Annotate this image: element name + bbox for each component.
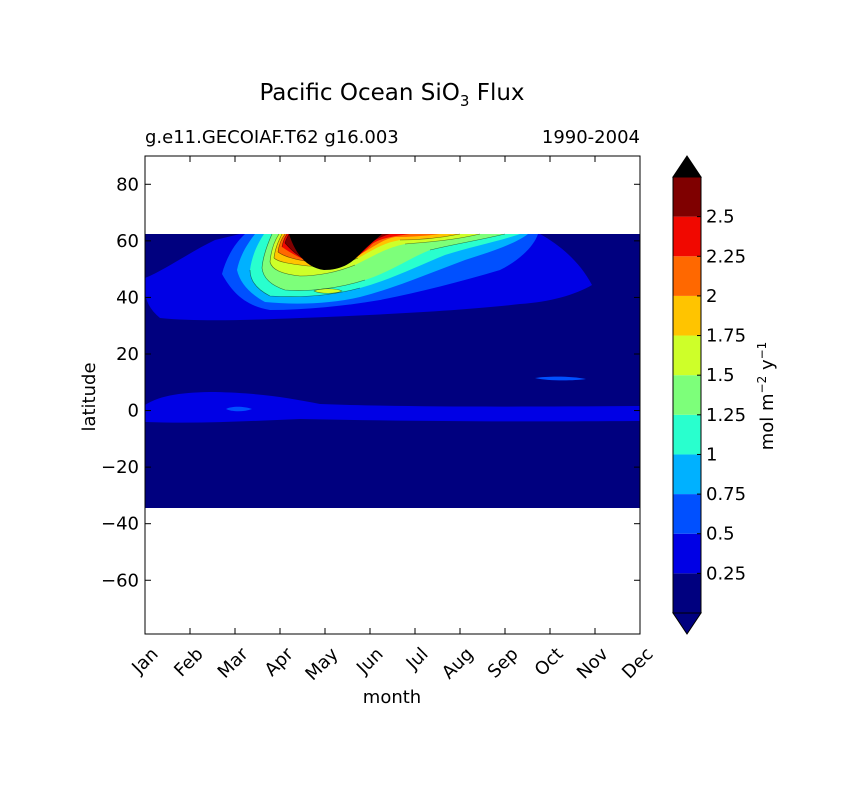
y-tick-label: −40 bbox=[101, 514, 139, 535]
y-tick-label: 20 bbox=[116, 344, 139, 365]
y-axis: 80 60 40 20 0 −20 −40 −60 bbox=[101, 174, 640, 591]
subtitle-left: g.e11.GECOIAF.T62 g16.003 bbox=[145, 127, 399, 148]
y-tick-label: −20 bbox=[101, 457, 139, 478]
x-tick-label: Feb bbox=[170, 644, 207, 681]
colorbar-segment bbox=[673, 454, 701, 495]
subtitle-right: 1990-2004 bbox=[542, 127, 640, 148]
colorbar-segment bbox=[673, 335, 701, 376]
colorbar-segment bbox=[673, 177, 701, 217]
colorbar-segment bbox=[673, 573, 701, 613]
y-tick-label: 40 bbox=[116, 287, 139, 308]
colorbar-label-mid: y bbox=[757, 359, 778, 376]
colorbar-segment bbox=[673, 295, 701, 336]
x-tick-label: Nov bbox=[573, 643, 613, 683]
colorbar-under-triangle bbox=[672, 612, 702, 635]
y-tick-label: −60 bbox=[101, 570, 139, 591]
chart-title-suffix: Flux bbox=[469, 80, 524, 106]
x-tick-label: May bbox=[301, 643, 342, 684]
colorbar: 0.25 0.5 0.75 1 1.25 1.5 1.75 2 2.25 2.5 bbox=[672, 155, 746, 635]
x-tick-label: Oct bbox=[531, 644, 568, 681]
x-tick-label: Jun bbox=[352, 644, 387, 679]
x-tick-label: Sep bbox=[484, 644, 523, 683]
contour-speck-october bbox=[535, 376, 586, 381]
y-tick-label: 60 bbox=[116, 231, 139, 252]
colorbar-label-exponent-2: −1 bbox=[755, 342, 769, 360]
colorbar-segment bbox=[673, 216, 701, 257]
colorbar-tick-label: 0.75 bbox=[706, 484, 746, 505]
colorbar-tick-label: 1.5 bbox=[706, 365, 735, 386]
y-tick-label: 0 bbox=[128, 401, 139, 422]
contour-over-2.75 bbox=[289, 234, 382, 270]
colorbar-segment bbox=[673, 533, 701, 574]
contour-lines bbox=[249, 233, 506, 298]
colorbar-frame bbox=[672, 176, 702, 614]
x-tick-label: Jul bbox=[402, 644, 433, 675]
y-tick-label: 80 bbox=[116, 174, 139, 195]
colorbar-tick-label: 2.25 bbox=[706, 246, 746, 267]
colorbar-segment bbox=[673, 494, 701, 534]
contour-1.5-blob bbox=[314, 288, 342, 294]
colorbar-label: mol m−2 y−1 bbox=[755, 342, 778, 451]
x-tick-label: Aug bbox=[438, 644, 478, 684]
colorbar-tick-label: 0.25 bbox=[706, 563, 746, 584]
x-tick-label: Jan bbox=[127, 644, 162, 679]
colorbar-segment bbox=[673, 414, 701, 455]
colorbar-segment bbox=[673, 256, 701, 296]
chart-title-subscript: 3 bbox=[460, 92, 470, 110]
x-axis-label: month bbox=[363, 687, 421, 708]
x-tick-label: Dec bbox=[618, 644, 657, 683]
contour-field bbox=[145, 233, 640, 508]
y-axis-label: latitude bbox=[79, 362, 100, 431]
chart-title: Pacific Ocean SiO3 Flux bbox=[259, 80, 524, 110]
contour-speck-march bbox=[226, 406, 252, 412]
colorbar-tick-label: 1 bbox=[706, 444, 717, 465]
x-tick-label: Apr bbox=[261, 643, 298, 680]
colorbar-tick-label: 2.5 bbox=[706, 207, 735, 228]
colorbar-tick-label: 1.25 bbox=[706, 405, 746, 426]
colorbar-tick-label: 2 bbox=[706, 286, 717, 307]
colorbar-tick-label: 1.75 bbox=[706, 326, 746, 347]
colorbar-tick-label: 0.5 bbox=[706, 524, 735, 545]
x-tick-label: Mar bbox=[214, 643, 253, 682]
colorbar-label-exponent-1: −2 bbox=[755, 376, 769, 394]
contour-equatorial-band-0.25 bbox=[145, 392, 640, 423]
colorbar-label-prefix: mol m bbox=[757, 393, 778, 450]
chart-title-main: Pacific Ocean SiO bbox=[259, 80, 459, 106]
colorbar-segment bbox=[673, 375, 701, 415]
colorbar-over-triangle bbox=[672, 155, 702, 178]
plot-frame bbox=[144, 155, 641, 635]
